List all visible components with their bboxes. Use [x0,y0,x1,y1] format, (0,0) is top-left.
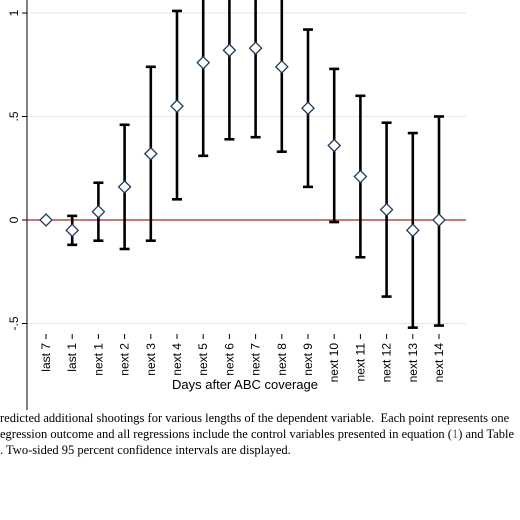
gridlines [27,12,466,324]
point-marker-6 [196,55,211,70]
point-marker-2 [91,204,106,219]
point-marker-12 [353,169,368,184]
point-marker-11 [327,138,342,153]
x-tick-label-7: next 6 [222,343,236,376]
x-tick-label-3: next 2 [118,343,132,376]
point-marker-5 [170,99,184,114]
x-tick-label-12: next 11 [353,343,367,382]
point-marker-13 [379,202,394,217]
x-tick-label-13: next 12 [380,343,394,383]
y-tick-label-2: 0 [7,216,21,223]
caption-line-1: redicted additional shootings for variou… [0,411,510,425]
equation-reference-link[interactable]: 1 [451,427,459,441]
point-marker-4 [143,146,158,161]
x-tick-label-9: next 8 [275,343,289,376]
point-marker-10 [301,101,315,116]
caption-line-2a: egression outcome and all regressions in… [0,427,452,441]
x-tick-label-5: next 4 [170,343,184,376]
point-marker-14 [405,223,420,238]
x-tick-label-10: next 9 [301,343,315,376]
x-tick-label-11: next 10 [327,343,341,383]
point-marker-1 [65,223,80,238]
x-tick-label-0: last 7 [39,343,53,372]
x-tick-label-4: next 3 [144,343,158,376]
x-tick-label-14: next 13 [406,343,420,383]
caption-line-2b: ) and Table [458,427,515,441]
y-tick-label-1: -.5 [7,316,21,330]
point-marker-3 [117,179,132,194]
y-tick-label-4: 1 [7,9,21,16]
x-tick-label-2: next 1 [91,343,105,376]
x-axis-tick-labels: last 7 last 1 next 1 next 2 next 3 next 4 next… [39,334,446,382]
x-tick-label-6: next 5 [196,343,210,376]
x-tick-label-8: next 7 [249,343,263,376]
point-marker-7 [222,43,237,58]
point-marker-9 [274,59,289,74]
point-marker-8 [248,41,263,56]
x-tick-label-15: next 14 [432,343,446,383]
point-marker-15 [432,213,446,227]
caption-line-3: . Two-sided 95 percent confidence interv… [0,443,291,457]
figure-caption: redicted additional shootings for variou… [0,410,520,458]
point-marker-0 [39,213,53,227]
x-axis-title: Days after ABC coverage [172,377,318,392]
y-axis: -1-.50.511.5 [7,0,28,410]
y-tick-label-3: .5 [7,111,21,121]
point-estimates [39,41,446,238]
x-tick-label-1: last 1 [65,343,79,372]
